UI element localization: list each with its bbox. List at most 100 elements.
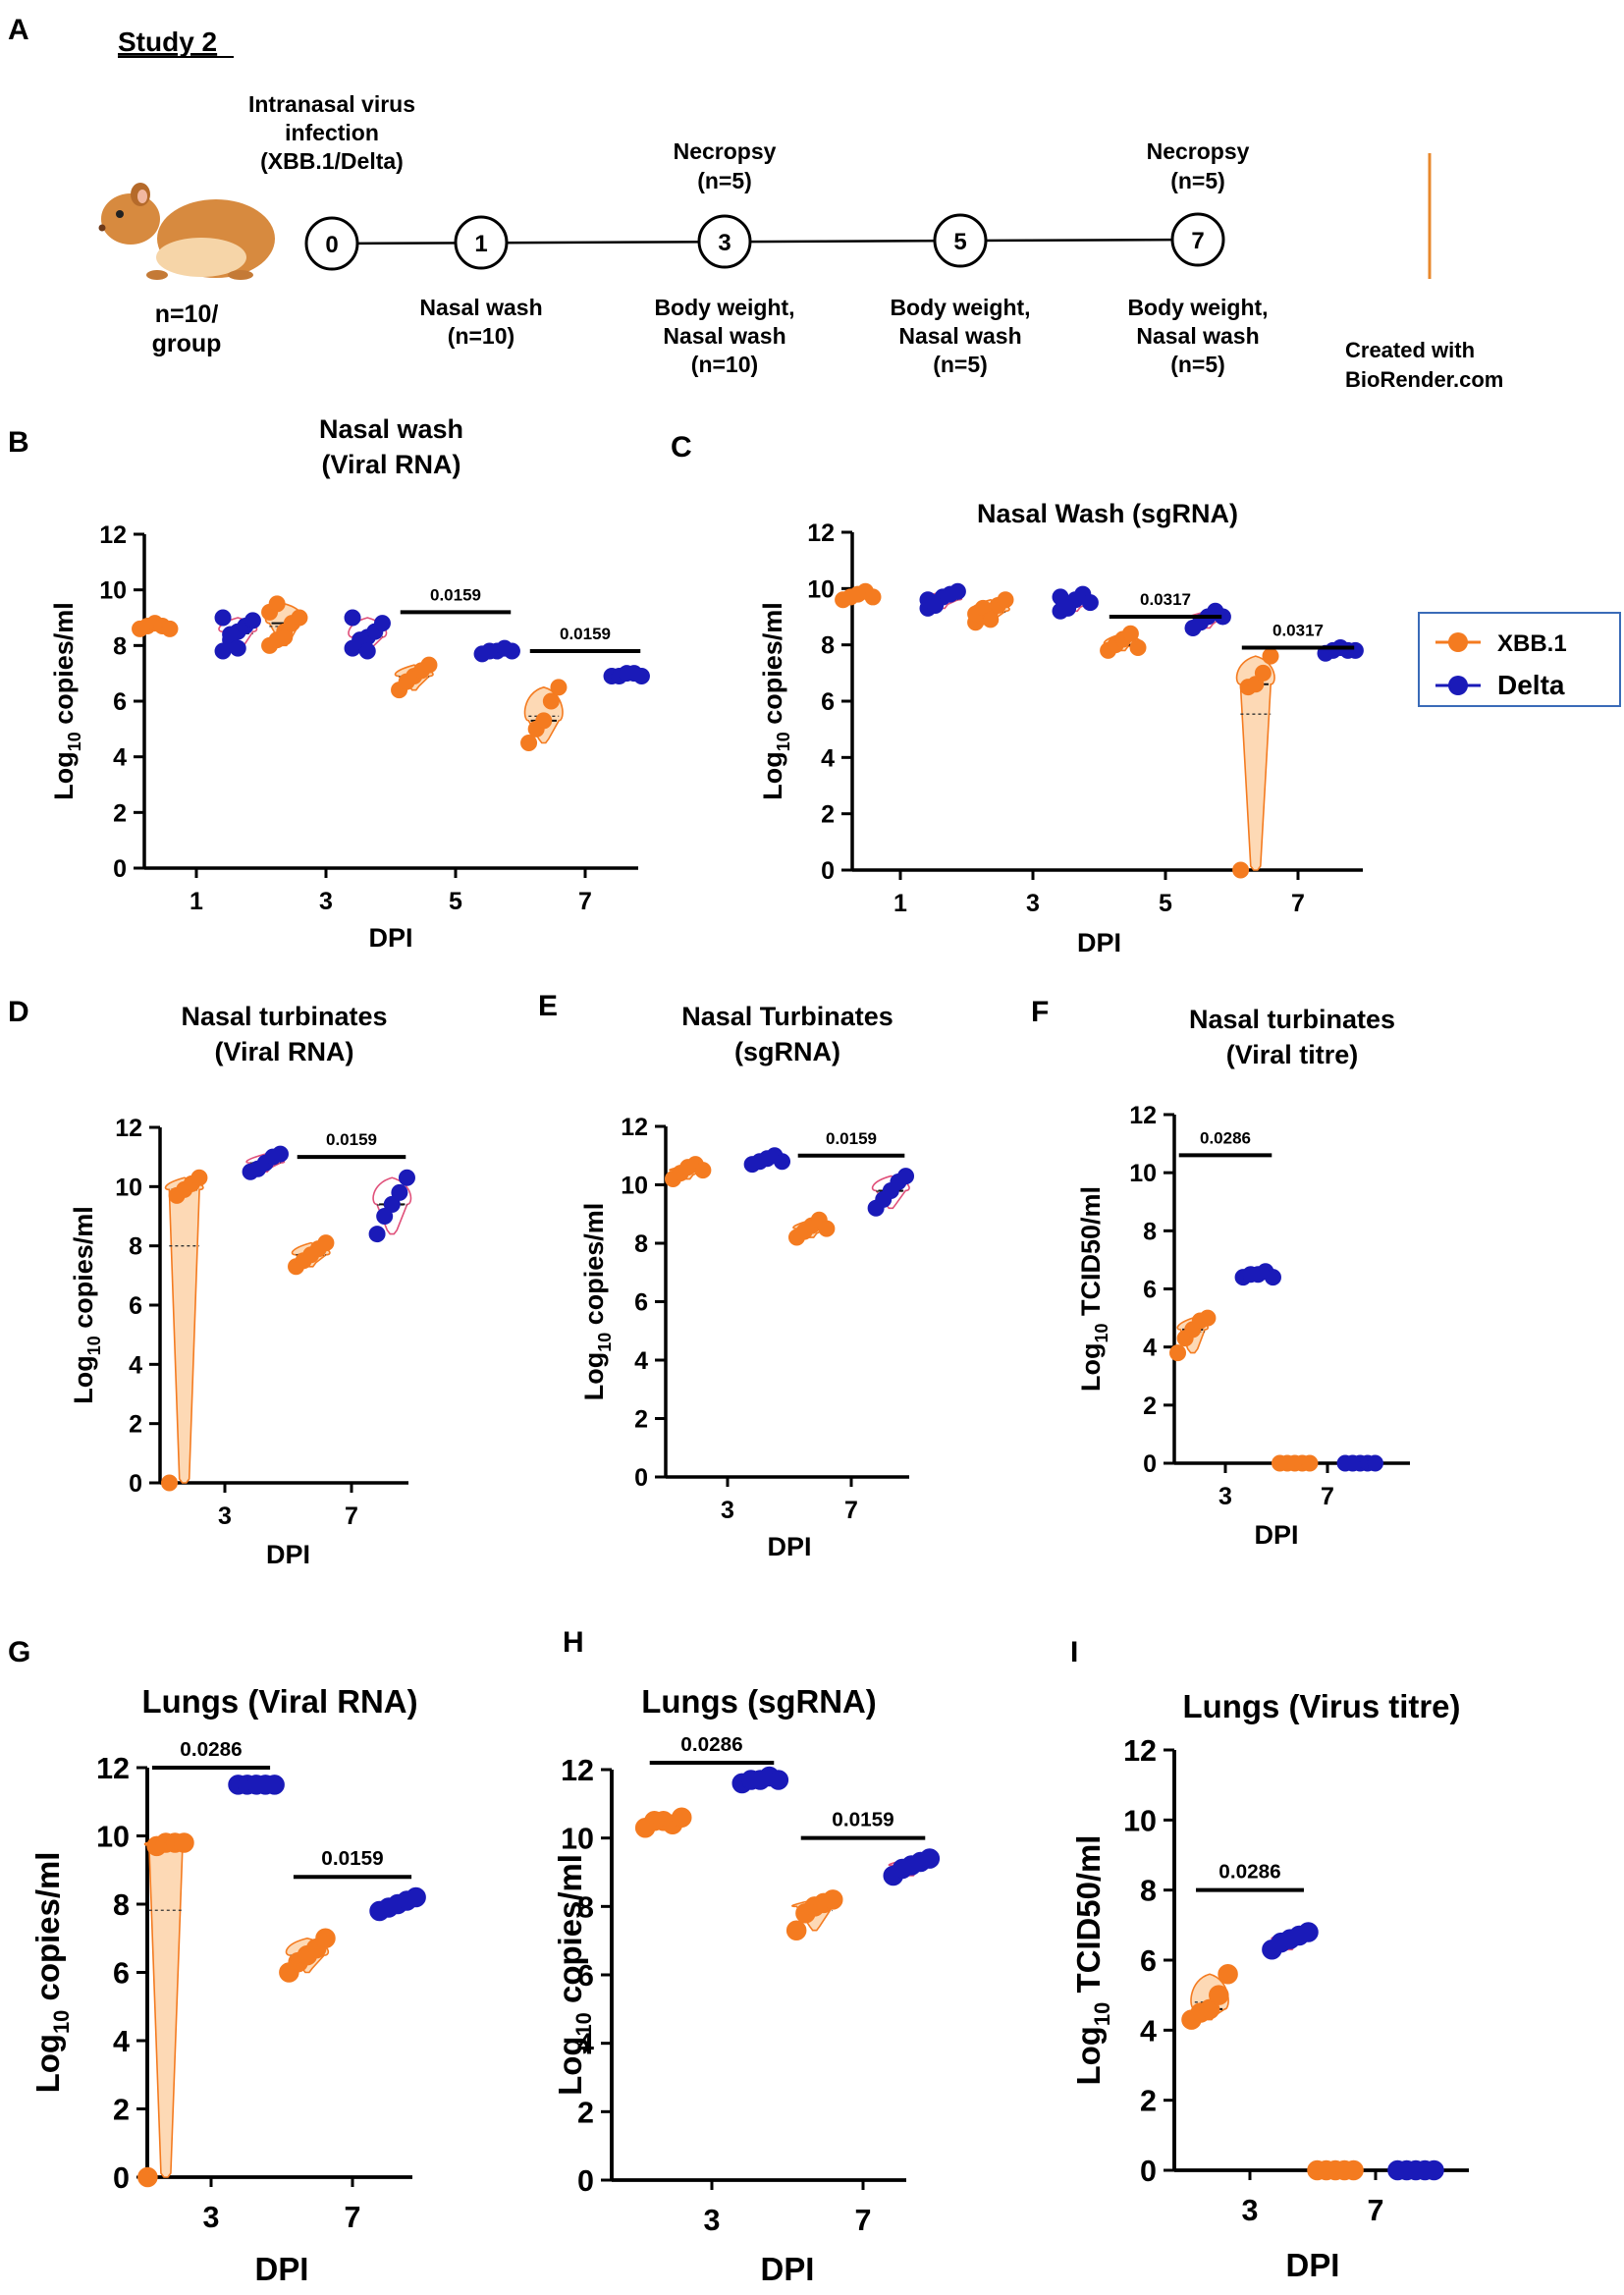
panel-letter: E [538, 990, 558, 1022]
y-tick-label: 12 [1123, 1734, 1157, 1768]
y-tick-label: 12 [561, 1754, 594, 1787]
violin-delta [372, 1176, 412, 1235]
timeline-above-label: Necropsy [1147, 138, 1250, 164]
p-value-label: 0.0159 [560, 625, 611, 643]
point-delta [391, 1183, 408, 1201]
x-axis-label: DPI [368, 923, 412, 953]
point-xbb.1 [291, 609, 308, 627]
violin-xbb.1 [164, 1176, 204, 1484]
y-tick-label: 0 [577, 2164, 594, 2198]
panel-letter: I [1070, 1636, 1078, 1668]
y-tick-label: 2 [577, 2096, 594, 2129]
chart-C: C Nasal Wash (sgRNA) 0 2 4 6 8 10 12 Log10 copies… [671, 431, 1364, 957]
point-xbb.1 [161, 620, 179, 637]
y-tick-label: 6 [821, 688, 835, 716]
x-tick-label: 7 [1321, 1483, 1334, 1510]
point-delta [927, 597, 945, 615]
chart-title: Nasal Turbinates [681, 1002, 893, 1031]
point-xbb.1 [174, 1832, 194, 1853]
y-tick-label: 8 [1143, 1218, 1157, 1245]
chart-H: H Lungs (sgRNA) 0 2 4 6 8 10 12 Log10 copies/ml DP… [552, 1626, 941, 2287]
timeline-day-label: 7 [1191, 228, 1204, 254]
point-xbb.1 [818, 1220, 836, 1237]
y-tick-label: 4 [1140, 2014, 1157, 2048]
y-tick-label: 4 [634, 1347, 648, 1375]
y-tick-label: 0 [1143, 1450, 1157, 1478]
y-tick-label: 8 [634, 1230, 648, 1258]
y-tick-label: 0 [113, 855, 127, 883]
y-tick-label: 4 [821, 744, 835, 772]
p-value-label: 0.0159 [430, 585, 481, 604]
chart-title: Nasal wash [319, 414, 463, 444]
point-xbb.1 [1343, 2159, 1364, 2181]
x-tick-label: 3 [704, 2204, 721, 2237]
point-xbb.1 [1129, 639, 1147, 657]
point-xbb.1 [161, 1474, 179, 1492]
y-tick-label: 2 [129, 1411, 142, 1439]
chart-title: Lungs (sgRNA) [641, 1683, 877, 1720]
y-tick-label: 12 [96, 1752, 130, 1785]
point-delta [1424, 2159, 1444, 2181]
point-xbb.1 [864, 588, 882, 606]
point-delta [919, 1848, 941, 1869]
timeline-below-label: (n=5) [1170, 352, 1225, 377]
timeline-below-label: Nasal wash [663, 323, 785, 349]
y-tick-label: 6 [1143, 1277, 1157, 1304]
y-tick-label: 6 [634, 1289, 648, 1317]
y-tick-label: 6 [113, 1956, 130, 1990]
point-delta [264, 1775, 285, 1795]
chart-title: (Viral titre) [1226, 1040, 1359, 1069]
chart-G: G Lungs (Viral RNA) 0 2 4 6 8 10 12 Log10 copies/… [8, 1636, 426, 2287]
x-tick-label: 3 [1242, 2194, 1259, 2227]
y-axis-label: Log10 copies/ml [579, 1203, 615, 1401]
y-axis-label: Log10 TCID50/ml [1070, 1835, 1114, 2086]
y-tick-label: 0 [113, 2161, 130, 2195]
timeline-above-label: (n=5) [1170, 168, 1225, 193]
point-xbb.1 [1199, 1998, 1220, 2020]
point-xbb.1 [542, 692, 560, 710]
point-xbb.1 [1169, 1344, 1187, 1362]
y-tick-label: 10 [96, 1820, 130, 1853]
x-axis-label: DPI [1077, 928, 1121, 957]
point-delta [222, 626, 240, 643]
point-delta [383, 1195, 401, 1213]
x-tick-label: 5 [449, 888, 462, 915]
x-tick-label: 3 [218, 1503, 232, 1530]
p-value-label: 0.0159 [326, 1130, 377, 1149]
point-xbb.1 [1232, 861, 1250, 879]
point-delta [1081, 594, 1099, 612]
timeline-below-label: Body weight, [654, 295, 794, 320]
point-xbb.1 [823, 1889, 843, 1910]
p-value-label: 0.0159 [826, 1129, 877, 1148]
point-delta [948, 582, 966, 600]
point-delta [344, 609, 361, 627]
x-axis-label: DPI [761, 2251, 815, 2287]
x-tick-label: 3 [1218, 1483, 1232, 1510]
point-xbb.1 [672, 1807, 692, 1829]
y-tick-label: 6 [113, 688, 127, 716]
y-tick-label: 8 [113, 1888, 130, 1922]
point-xbb.1 [317, 1234, 335, 1252]
point-xbb.1 [1301, 1454, 1319, 1472]
infection-label: infection [285, 120, 379, 145]
biorender-credit: Created with [1345, 338, 1475, 362]
chart-I: I Lungs (Virus titre) 0 2 4 6 8 10 12 Log10 TCID5… [1070, 1636, 1469, 2283]
timeline-day-label: 3 [718, 230, 731, 256]
chart-title: Lungs (Virus titre) [1183, 1688, 1461, 1724]
y-axis-label: Log10 copies/ml [69, 1206, 104, 1404]
panel-letter: D [8, 996, 29, 1028]
biorender-credit: BioRender.com [1345, 367, 1503, 392]
group-size-label: n=10/ [155, 301, 219, 328]
chart-title: Nasal turbinates [1189, 1005, 1395, 1034]
point-xbb.1 [315, 1928, 336, 1949]
violin-xbb.1 [143, 1841, 189, 2178]
y-tick-label: 0 [129, 1470, 142, 1498]
y-tick-label: 8 [1140, 1875, 1157, 1908]
panel-letter: C [671, 431, 692, 464]
y-tick-label: 12 [115, 1115, 142, 1142]
p-value-label: 0.0317 [1272, 622, 1324, 640]
x-tick-label: 7 [345, 2201, 361, 2234]
p-value-label: 0.0159 [832, 1809, 893, 1831]
point-delta [1059, 599, 1077, 617]
